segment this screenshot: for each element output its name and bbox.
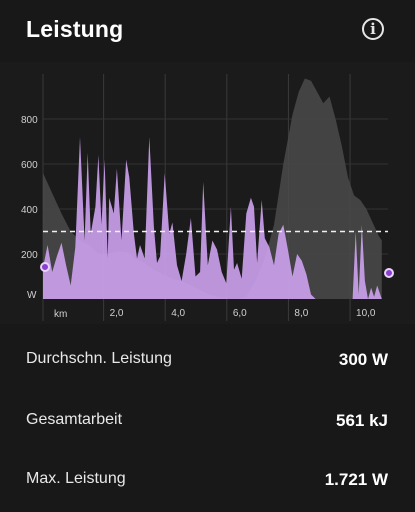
y-tick-label: 600 (21, 160, 38, 171)
x-axis-unit: km (54, 309, 67, 320)
stat-row-total-work: Gesamtarbeit 561 kJ (26, 411, 388, 441)
max-power-label: Max. Leistung (26, 470, 126, 487)
total-work-label: Gesamtarbeit (26, 411, 123, 428)
x-tick-label: 10,0 (356, 308, 376, 319)
power-chart[interactable]: 200 400 600 800 W 2,0 4,0 6,0 8,0 10,0 km (0, 62, 415, 324)
y-tick-label: 800 (21, 115, 38, 126)
average-power-label: Durchschn. Leistung (26, 350, 172, 367)
range-start-handle[interactable] (40, 262, 50, 272)
x-tick-label: 6,0 (233, 308, 247, 319)
range-end-handle[interactable] (384, 268, 394, 278)
power-chart-svg: 200 400 600 800 W 2,0 4,0 6,0 8,0 10,0 km (21, 74, 394, 321)
elevation-area (43, 78, 382, 299)
x-tick-label: 2,0 (110, 308, 124, 319)
stat-row-average-power: Durchschn. Leistung 300 W (26, 350, 388, 380)
header: Leistung i (0, 0, 415, 62)
page-title: Leistung (26, 16, 124, 42)
x-tick-label: 8,0 (294, 308, 308, 319)
y-tick-label: 400 (21, 205, 38, 216)
power-area (43, 137, 382, 299)
y-tick-label: 200 (21, 250, 38, 261)
total-work-value: 561 kJ (336, 411, 388, 430)
x-tick-label: 4,0 (171, 308, 185, 319)
average-power-value: 300 W (338, 350, 388, 369)
y-axis-unit: W (27, 290, 37, 301)
stat-row-max-power: Max. Leistung 1.721 W (26, 470, 388, 500)
max-power-value: 1.721 W (324, 470, 388, 489)
info-icon[interactable]: i (362, 18, 384, 40)
